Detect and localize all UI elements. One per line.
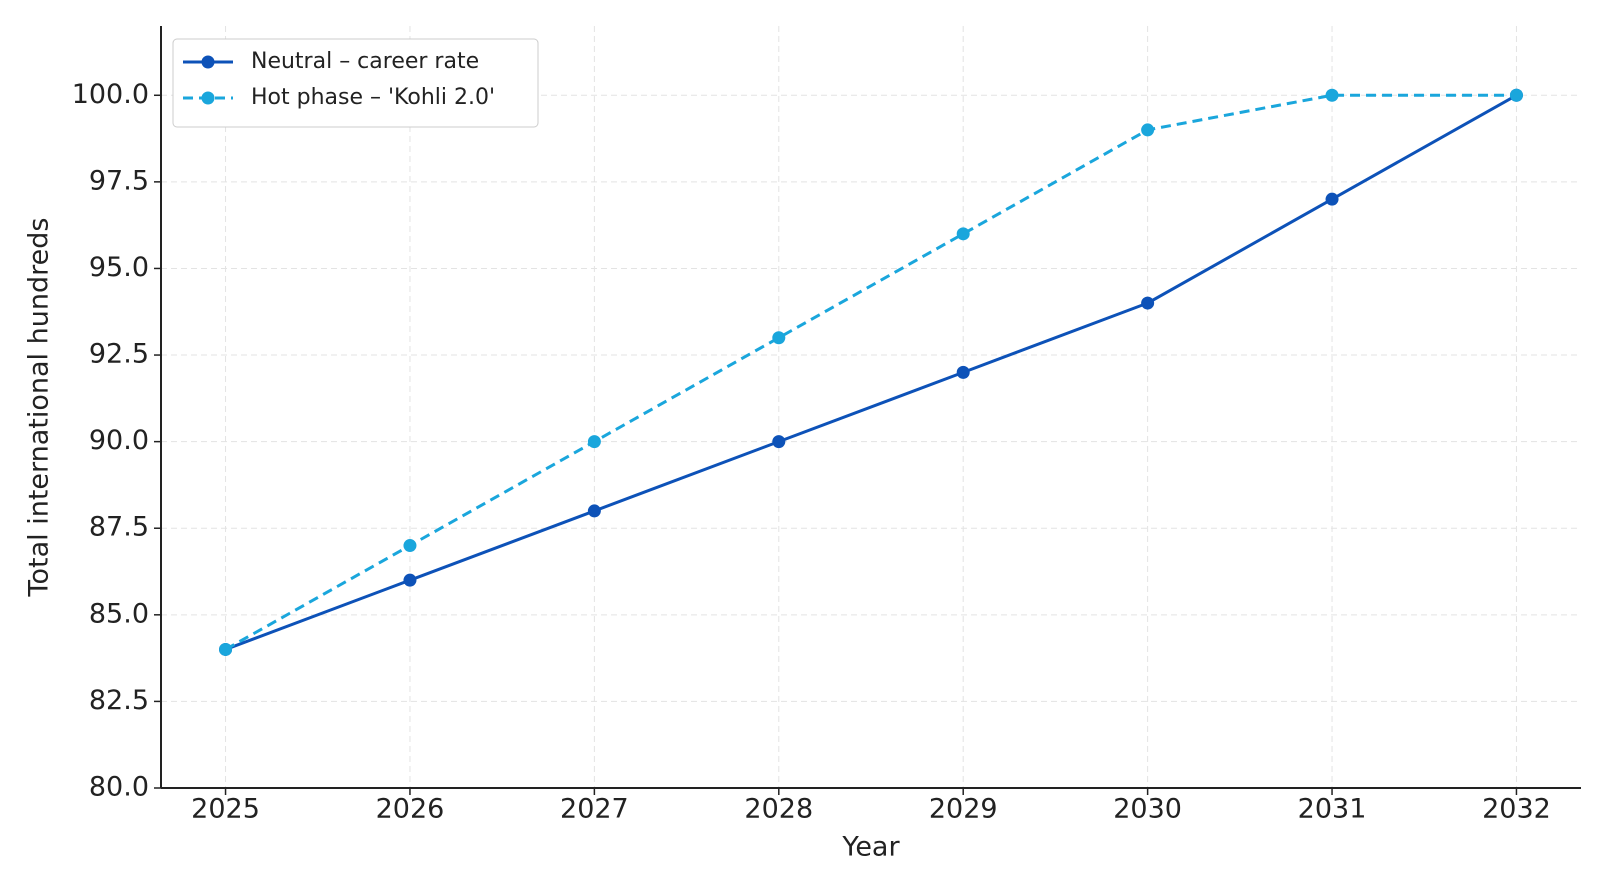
data-point — [1141, 296, 1155, 310]
legend-box — [172, 38, 539, 128]
data-point — [1325, 192, 1339, 206]
data-point — [587, 504, 601, 518]
data-point — [956, 365, 970, 379]
y-tick-label: 92.5 — [89, 339, 149, 370]
legend-marker — [201, 55, 215, 69]
y-tick-label: 97.5 — [89, 165, 149, 196]
x-tick-label: 2030 — [1113, 794, 1182, 825]
y-tick-label: 82.5 — [89, 685, 149, 716]
data-point — [219, 642, 233, 656]
y-axis-label: Total international hundreds — [24, 218, 55, 598]
series-line — [224, 93, 1517, 651]
y-tick-label: 80.0 — [89, 772, 149, 803]
x-tick-label: 2027 — [560, 794, 629, 825]
y-tick-label: 87.5 — [89, 512, 149, 543]
data-point — [956, 227, 970, 241]
x-tick-label: 2032 — [1482, 794, 1551, 825]
y-tick-label: 90.0 — [89, 425, 149, 456]
data-point — [1325, 88, 1339, 102]
data-point — [1509, 88, 1523, 102]
x-axis-label: Year — [841, 832, 900, 863]
legend-label: Hot phase – 'Kohli 2.0' — [251, 85, 495, 110]
data-point — [1141, 123, 1155, 137]
legend-marker — [201, 91, 215, 105]
x-tick-label: 2031 — [1298, 794, 1367, 825]
x-tick-label: 2028 — [744, 794, 813, 825]
data-point — [587, 435, 601, 449]
y-tick-label: 95.0 — [89, 252, 149, 283]
data-point — [772, 435, 786, 449]
legend: Neutral – career rate Hot phase – 'Kohli … — [172, 38, 539, 128]
x-tick-label: 2025 — [191, 794, 260, 825]
legend-label: Neutral – career rate — [251, 49, 479, 74]
x-tick-label: 2029 — [929, 794, 998, 825]
data-point — [772, 331, 786, 345]
x-tick-label: 2026 — [376, 794, 445, 825]
series-line — [225, 93, 1518, 651]
y-tick-label: 85.0 — [89, 598, 149, 629]
data-point — [403, 539, 417, 553]
data-point — [403, 573, 417, 587]
y-tick-label: 100.0 — [72, 79, 149, 110]
